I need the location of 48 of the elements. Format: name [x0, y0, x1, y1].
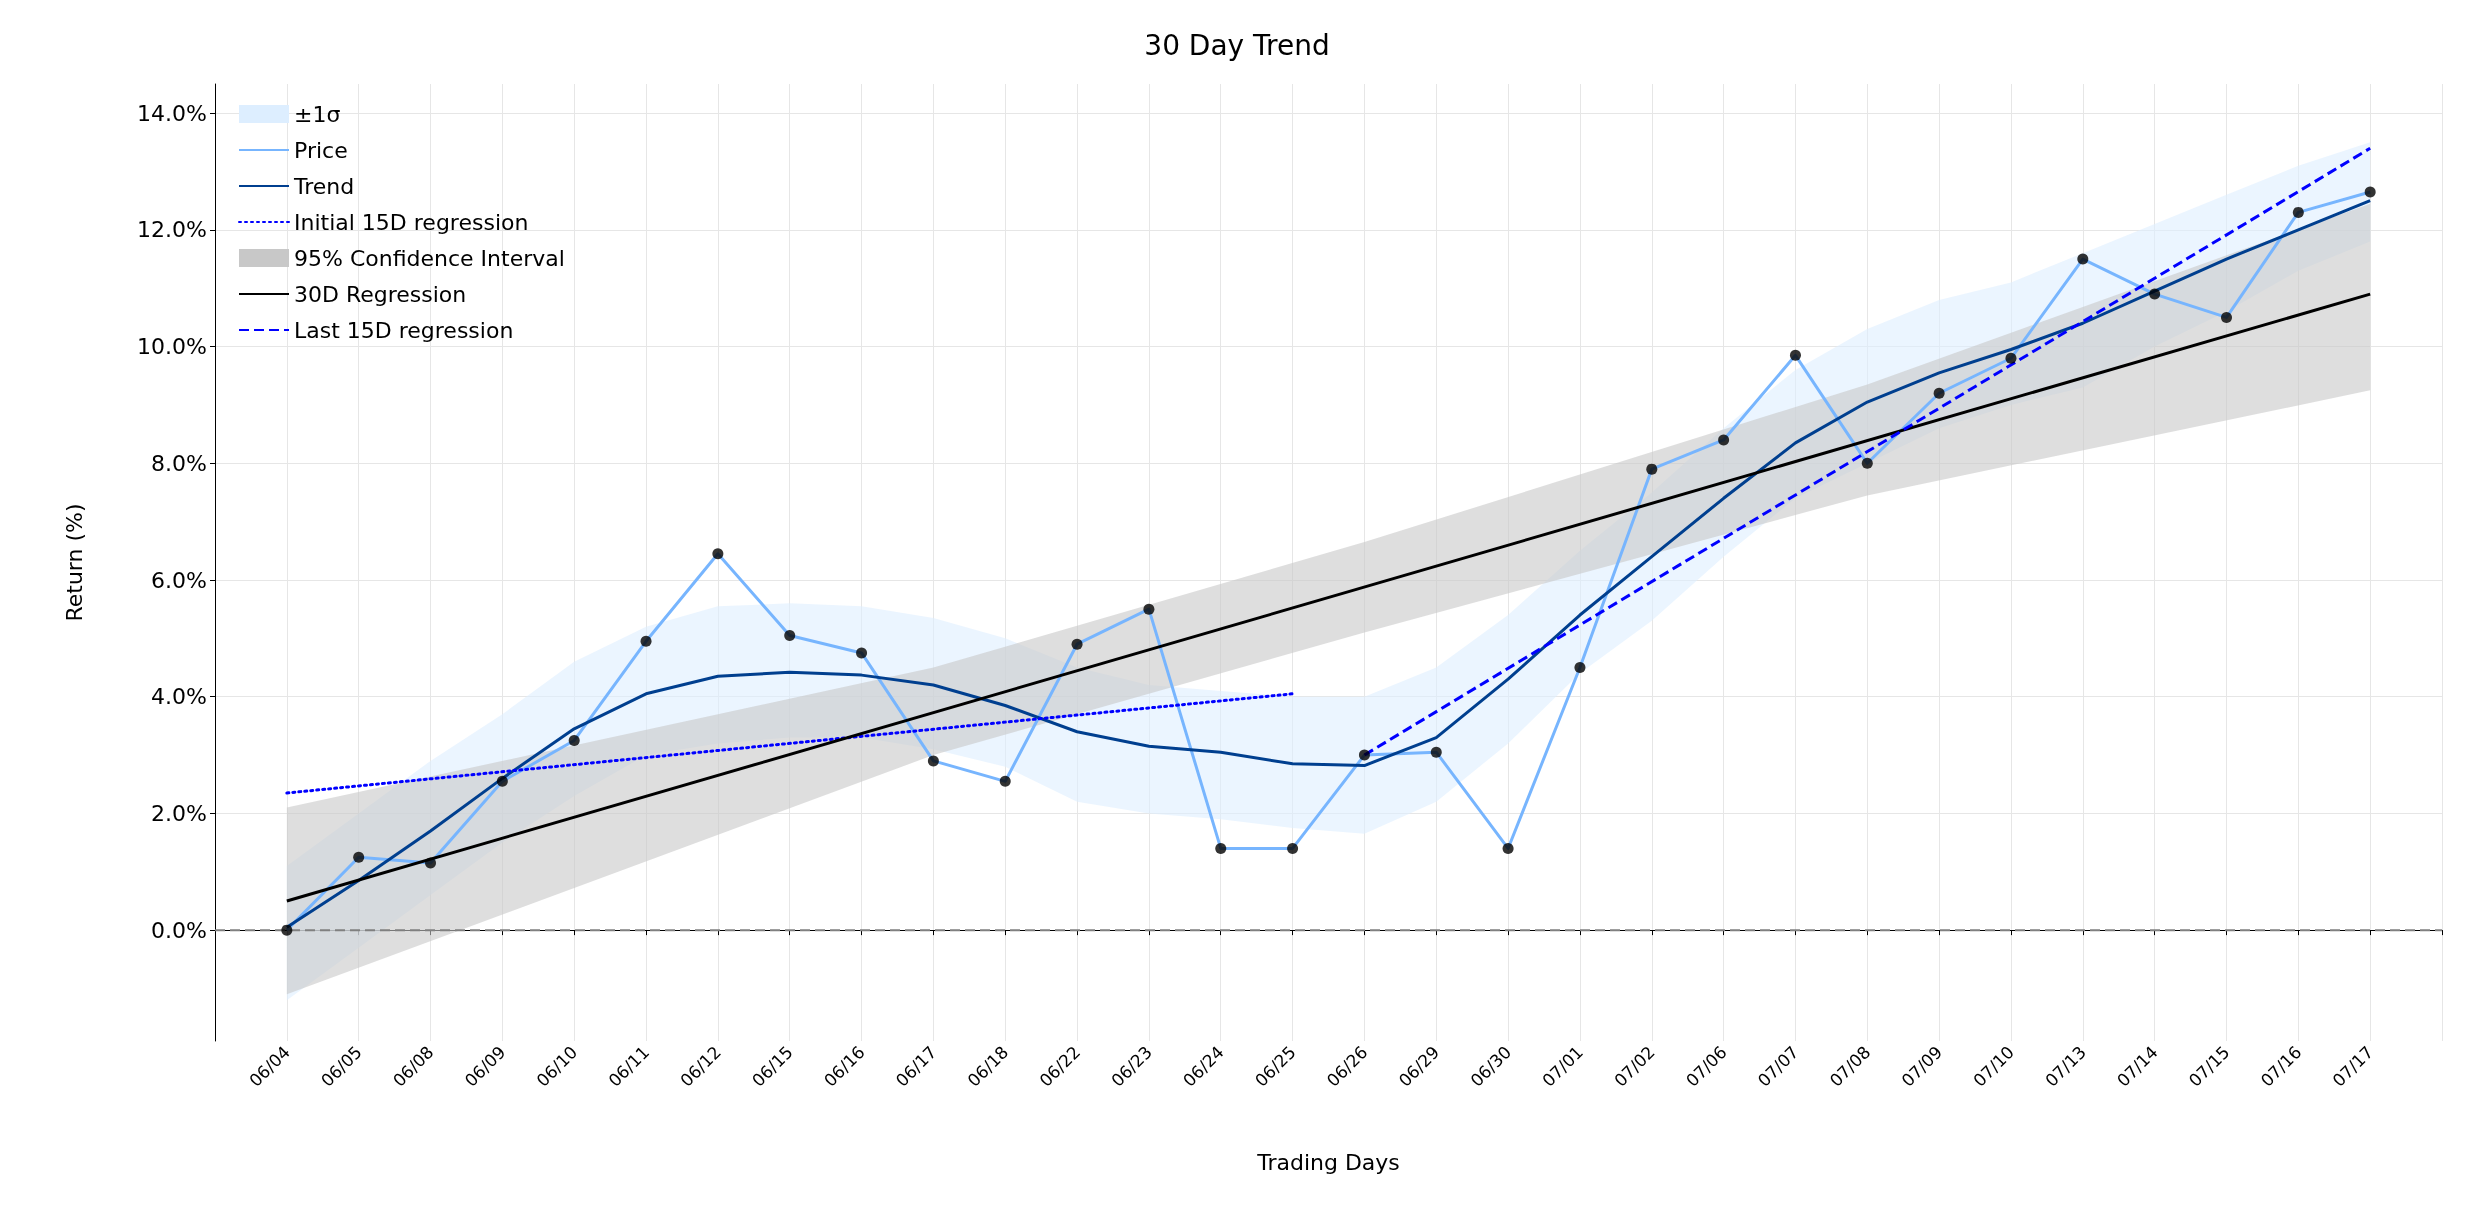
point — [281, 924, 293, 936]
point — [1215, 842, 1227, 854]
legend-label: Trend — [293, 173, 355, 199]
point — [1646, 463, 1658, 475]
point — [1861, 457, 1873, 469]
point — [927, 755, 939, 767]
point — [2364, 186, 2376, 198]
point — [999, 775, 1011, 787]
y-axis-title: Return (%) — [61, 503, 87, 622]
point — [2292, 206, 2304, 218]
point — [1358, 749, 1370, 761]
legend-label: ±1σ — [294, 101, 341, 127]
y-tick-label: 0.0% — [151, 917, 207, 943]
point — [425, 857, 437, 869]
legend-label: 30D Regression — [294, 281, 467, 307]
point — [856, 647, 868, 659]
point — [1143, 603, 1155, 615]
point — [1430, 746, 1442, 758]
point — [2221, 311, 2232, 323]
chart-title: 30 Day Trend — [1144, 28, 1330, 62]
point — [568, 734, 580, 746]
x-axis-title: Trading Days — [1256, 1149, 1400, 1175]
y-tick-label: 8.0% — [151, 450, 207, 476]
legend-label: Initial 15D regression — [294, 209, 529, 235]
y-tick-label: 10.0% — [137, 334, 207, 360]
point — [2149, 288, 2161, 300]
point — [1574, 662, 1586, 674]
point — [1718, 434, 1730, 446]
point — [1287, 842, 1299, 854]
point — [1071, 638, 1083, 650]
legend-label: Price — [294, 137, 348, 163]
point — [1502, 842, 1514, 854]
point — [2005, 352, 2017, 364]
point — [1789, 349, 1801, 361]
point — [784, 629, 796, 641]
y-tick-label: 2.0% — [151, 800, 207, 826]
y-tick-label: 6.0% — [151, 567, 207, 593]
legend-label: 95% Confidence Interval — [294, 245, 565, 271]
point — [712, 548, 724, 560]
point — [1933, 387, 1945, 399]
y-tick-label: 12.0% — [137, 217, 207, 243]
legend-label: Last 15D regression — [294, 317, 514, 343]
point — [496, 775, 508, 787]
y-tick-label: 4.0% — [151, 684, 207, 710]
y-tick-label: 14.0% — [137, 100, 207, 126]
point — [640, 635, 652, 647]
point — [353, 851, 365, 863]
point — [2077, 253, 2089, 265]
